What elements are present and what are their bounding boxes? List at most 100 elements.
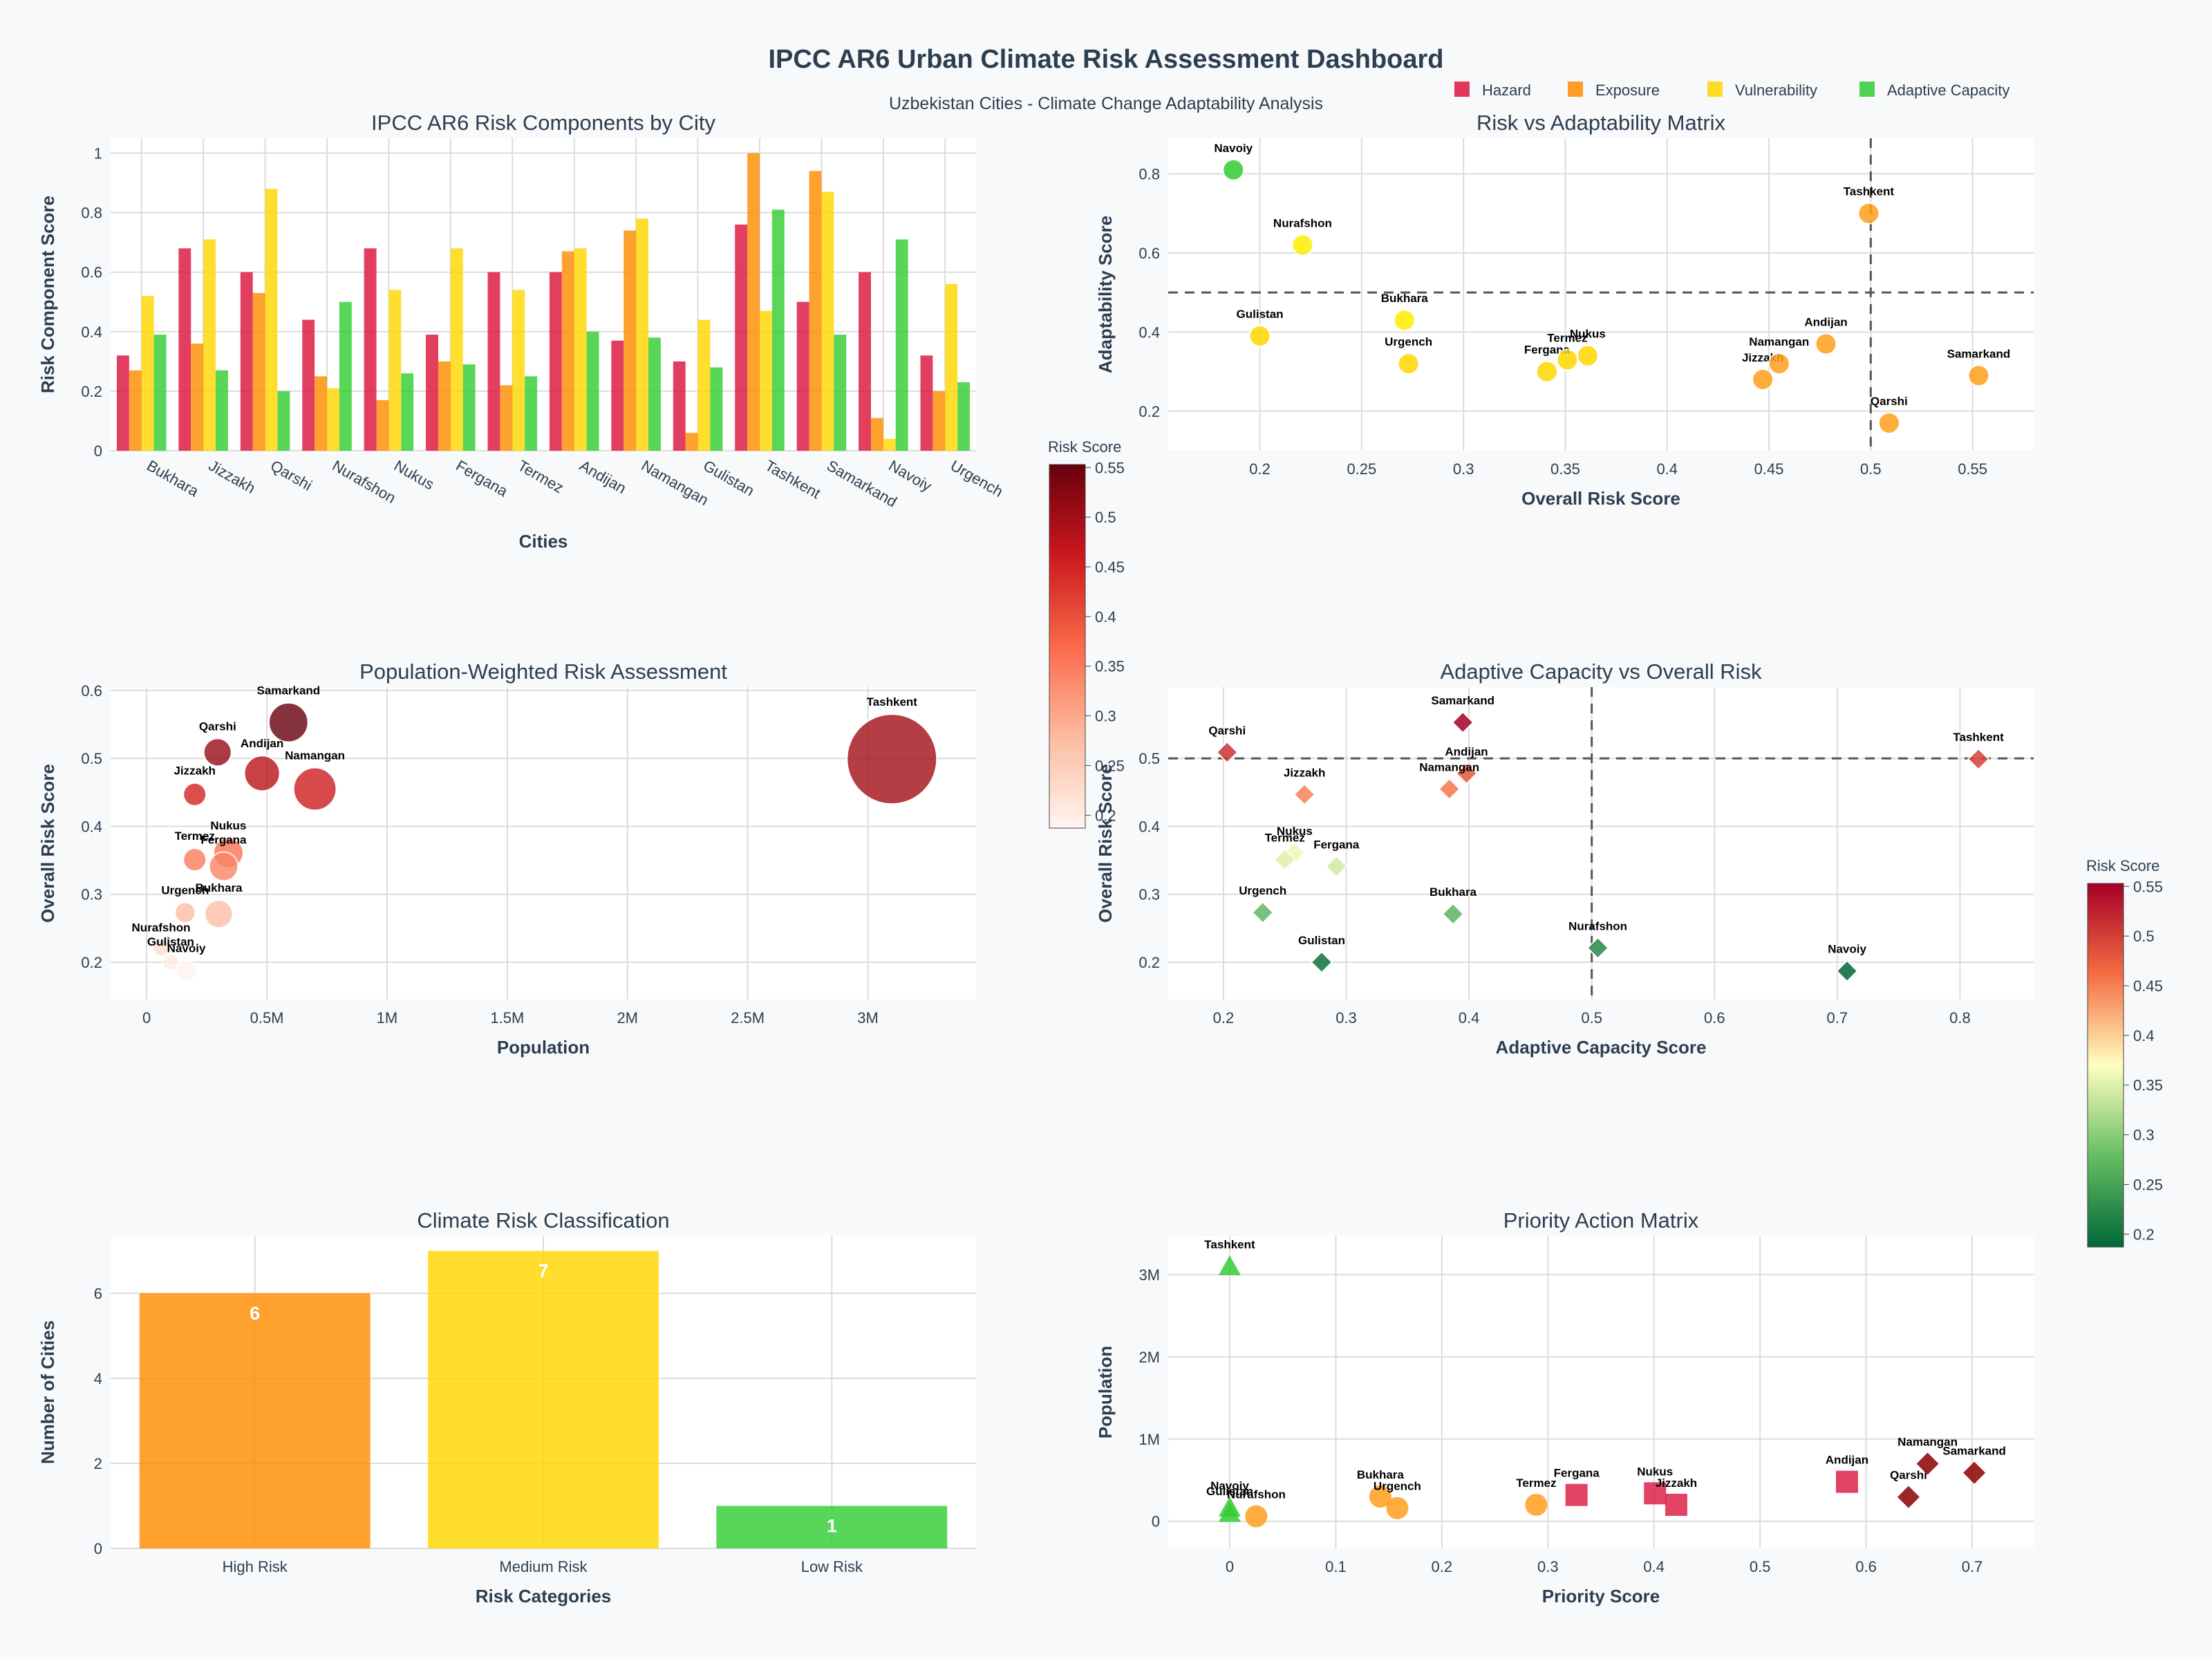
risk-components-chart: 0 0.2 0.4 0.6 0.8 1 IPCC AR6 Risk Components b… [37,111,1006,552]
x-tick-label-high-risk: High Risk [223,1558,288,1575]
bar-navoiy-exposure [870,418,883,451]
y-tick-label: 0 [94,1540,102,1557]
bar-termez-hazard [487,272,500,451]
marker-nukus [1644,1482,1667,1505]
y-tick-label: 0.4 [1138,324,1160,341]
y-axis-title: Overall Risk Score [1095,764,1116,923]
bar-navoiy-vulnerability [883,438,896,451]
bar-namangan-vulnerability [636,218,649,451]
x-tick-label: 0.7 [1827,1009,1848,1027]
point-label-bukhara: Bukhara [1381,292,1429,305]
marker-label-nukus: Nukus [1637,1465,1673,1478]
colorbar-title: Risk Score [2086,857,2159,874]
y-tick-label: 0.2 [1138,403,1160,420]
diamond-label-nurafshon: Nurafshon [1568,919,1627,932]
marker-label-urgench: Urgench [1374,1480,1421,1493]
y-tick-label: 0 [1152,1513,1160,1530]
colorbar-gradient [2087,883,2124,1248]
x-tick-label: 0.1 [1325,1558,1347,1575]
diamond-samarkand [1451,711,1474,734]
y-tick-label: 0.4 [81,324,102,341]
y-tick-label: 6 [94,1285,102,1302]
bar-high-risk [139,1293,371,1548]
bar-qarshi-exposure [252,292,265,451]
bar-samarkand-exposure [809,171,822,451]
x-tick-label-samarkand: Samarkand [824,457,900,511]
colorbar-tick-label: 0.2 [1095,807,1116,824]
marker-qarshi [1897,1485,1920,1508]
diamond-navoiy [1835,959,1859,983]
bar-bukhara-adaptive-capacity [153,335,167,451]
marker-termez [1525,1493,1548,1516]
y-tick-label: 0.3 [81,886,102,903]
bubble-termez [182,847,207,872]
y-tick-label: 1M [1138,1431,1160,1448]
bar-value-medium-risk: 7 [538,1261,548,1282]
diamond-nurafshon [1586,936,1609,959]
y-tick-label: 0.4 [81,818,102,835]
y-tick-label: 0.6 [81,264,102,281]
diamond-gulistan [1310,950,1333,974]
marker-namangan [1916,1452,1939,1475]
diamond-bukhara [1441,902,1465,926]
legend-swatch-exposure [1568,82,1583,97]
marker-label-nurafshon: Nurafshon [1227,1488,1286,1501]
x-tick-label: 3M [857,1009,879,1027]
legend-label-hazard: Hazard [1482,82,1531,99]
bubble-label-jizzakh: Jizzakh [174,765,215,778]
panel-title: IPCC AR6 Risk Components by City [371,111,715,135]
dashboard-subtitle: Uzbekistan Cities - Climate Change Adapt… [889,94,1323,113]
bubble-jizzakh [182,782,207,807]
bar-gulistan-adaptive-capacity [710,367,723,451]
bubble-gulistan [161,953,180,971]
point-tashkent [1857,202,1880,225]
bar-nukus-vulnerability [388,290,402,451]
panel-title: Adaptive Capacity vs Overall Risk [1440,659,1762,684]
marker-tashkent [1218,1255,1241,1275]
diamond-tashkent [1967,747,1990,771]
marker-label-tashkent: Tashkent [1204,1238,1255,1251]
y-tick-label: 2M [1138,1349,1160,1366]
bubble-label-fergana: Fergana [200,834,247,847]
diamond-label-urgench: Urgench [1239,884,1286,897]
diamond-jizzakh [1293,782,1316,806]
adaptive-capacity-risk-chart: 0.2 0.3 0.4 0.5 0.6 0.7 0.8 0.2 0.3 0.4 0.5 Adaptiv… [1095,659,2034,1058]
bar-fergana-exposure [438,361,451,451]
plot-area [1168,1236,2034,1548]
x-tick-label: 1M [377,1009,398,1027]
bubble-nurafshon [152,939,171,957]
y-tick-label: 0.8 [81,205,102,222]
legend-swatch-hazard [1454,82,1470,97]
point-urgench [1397,353,1420,375]
y-tick-label: 0 [94,442,102,460]
colorbar-tick-label: 0.25 [2133,1176,2163,1193]
colorbar-tick-label: 0.55 [2133,878,2163,895]
bar-andijan-hazard [549,272,562,451]
colorbar-gradient [1049,464,1086,829]
bubble-label-nukus: Nukus [210,819,246,832]
bubble-label-navoiy: Navoiy [167,942,206,955]
x-axis-title: Population [497,1037,590,1058]
bar-nukus-adaptive-capacity [401,373,414,451]
y-tick-label: 4 [94,1370,102,1387]
marker-jizzakh [1665,1493,1687,1516]
bar-navoiy-hazard [859,272,871,451]
legend-label-adaptive-capacity: Adaptive Capacity [1887,82,2009,99]
y-tick-label: 0.6 [81,682,102,700]
x-tick-label: 0.4 [1643,1558,1665,1575]
x-tick-label: 0 [142,1009,151,1027]
x-tick-label-nurafshon: Nurafshon [330,457,399,507]
bar-navoiy-adaptive-capacity [895,239,908,451]
marker-label-termez: Termez [1516,1477,1556,1490]
y-tick-label: 0.4 [1138,818,1160,835]
x-tick-label: 0.5 [1581,1009,1602,1027]
point-gulistan [1248,325,1271,348]
bar-tashkent-adaptive-capacity [771,209,785,451]
bubble-samarkand [268,702,309,743]
plot-area [111,687,976,1000]
bar-nurafshon-exposure [315,376,327,451]
marker-label-bukhara: Bukhara [1357,1468,1405,1481]
x-tick-label-namangan: Namangan [639,457,712,509]
bar-jizzakh-vulnerability [203,239,216,451]
bar-medium-risk [428,1250,659,1548]
